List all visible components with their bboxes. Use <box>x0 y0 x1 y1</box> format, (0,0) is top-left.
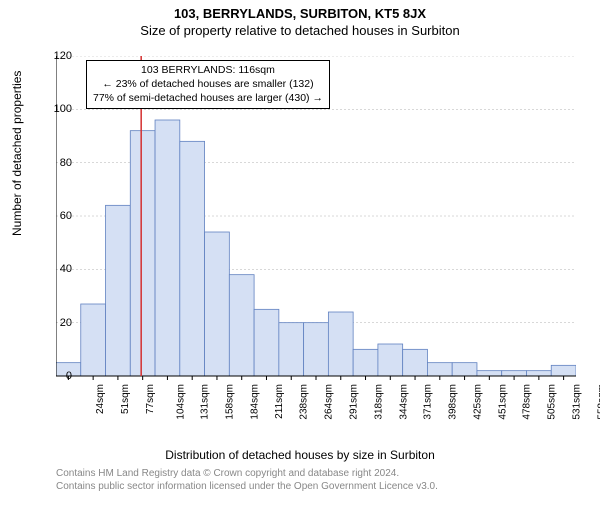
annotation-line3: 77% of semi-detached houses are larger (… <box>93 91 323 105</box>
x-tick-label: 211sqm <box>274 384 285 419</box>
x-tick-label: 344sqm <box>398 384 409 420</box>
x-tick-label: 478sqm <box>522 384 533 420</box>
x-tick-label: 558sqm <box>596 384 600 420</box>
x-tick-label: 318sqm <box>373 384 384 420</box>
chart-container: 103, BERRYLANDS, SURBITON, KT5 8JX Size … <box>0 6 600 506</box>
x-tick-label: 184sqm <box>250 384 261 420</box>
x-tick-label: 291sqm <box>349 384 360 420</box>
y-tick-label: 100 <box>42 103 72 115</box>
x-tick-label: 531sqm <box>571 384 582 420</box>
x-tick-label: 158sqm <box>225 384 236 420</box>
footer-line1: Contains HM Land Registry data © Crown c… <box>56 468 438 481</box>
y-tick-label: 20 <box>42 317 72 329</box>
y-axis-label: Number of detached properties <box>10 71 24 236</box>
y-tick-label: 120 <box>42 50 72 62</box>
x-axis-label: Distribution of detached houses by size … <box>0 448 600 462</box>
x-tick-label: 77sqm <box>145 384 156 414</box>
annotation-line1: 103 BERRYLANDS: 116sqm <box>93 63 323 77</box>
annotation-line2: ← 23% of detached houses are smaller (13… <box>93 77 323 91</box>
y-tick-label: 60 <box>42 210 72 222</box>
x-tick-label: 505sqm <box>547 384 558 420</box>
y-tick-label: 0 <box>42 370 72 382</box>
x-tick-label: 398sqm <box>448 384 459 420</box>
x-tick-label: 24sqm <box>95 384 106 414</box>
footer-line2: Contains public sector information licen… <box>56 481 438 494</box>
footer-text: Contains HM Land Registry data © Crown c… <box>56 468 438 493</box>
x-tick-label: 371sqm <box>423 384 434 420</box>
y-tick-label: 40 <box>42 263 72 275</box>
histogram-svg <box>56 56 576 416</box>
x-tick-label: 425sqm <box>472 384 483 420</box>
x-tick-label: 51sqm <box>120 384 131 414</box>
x-tick-label: 238sqm <box>299 384 310 420</box>
x-tick-label: 104sqm <box>175 384 186 420</box>
x-tick-label: 131sqm <box>200 384 211 420</box>
plot-area: 103 BERRYLANDS: 116sqm ← 23% of detached… <box>56 56 576 416</box>
page-subtitle: Size of property relative to detached ho… <box>0 23 600 38</box>
x-tick-label: 451sqm <box>497 384 508 420</box>
page-title: 103, BERRYLANDS, SURBITON, KT5 8JX <box>0 6 600 21</box>
annotation-box: 103 BERRYLANDS: 116sqm ← 23% of detached… <box>86 60 330 109</box>
x-tick-label: 264sqm <box>324 384 335 420</box>
y-tick-label: 80 <box>42 157 72 169</box>
